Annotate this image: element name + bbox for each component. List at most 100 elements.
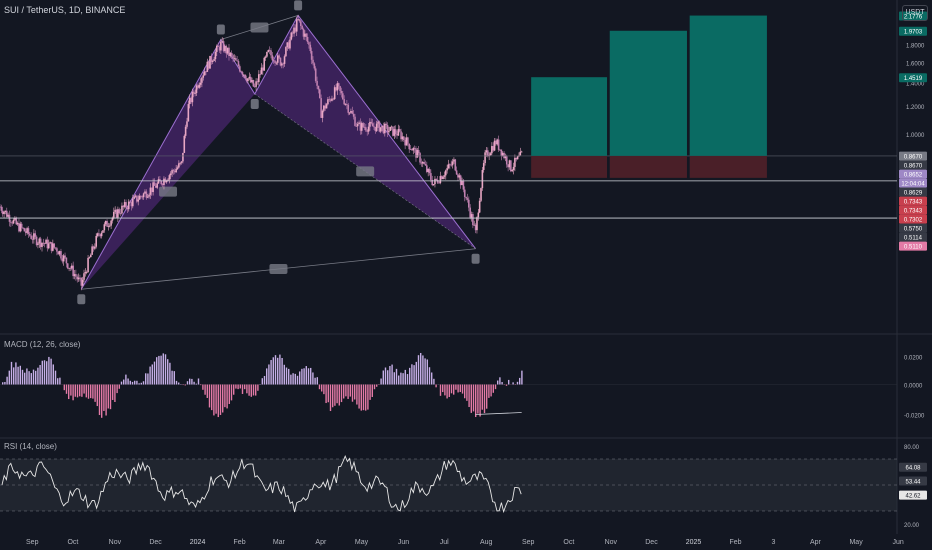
candle-body xyxy=(60,251,62,259)
rsi-label-bg xyxy=(899,490,927,500)
candle-body xyxy=(366,130,369,132)
macd-bar xyxy=(312,372,314,385)
macd-bar xyxy=(107,384,109,409)
candle-body xyxy=(481,169,484,189)
candle-body xyxy=(507,164,509,168)
macd-bar xyxy=(413,365,415,385)
rsi-label: 64.08 xyxy=(905,465,921,471)
candle-body xyxy=(43,243,46,245)
macd-bar xyxy=(178,382,180,385)
candle-body xyxy=(324,105,326,109)
candle-body xyxy=(18,222,20,232)
x-tick-label: Dec xyxy=(149,539,162,546)
price-label-bg xyxy=(899,205,927,215)
macd-bar xyxy=(283,364,285,385)
macd-bar xyxy=(74,384,76,397)
macd-bar xyxy=(239,384,241,389)
macd-bar xyxy=(508,379,510,385)
candle-body xyxy=(336,83,339,91)
candle-body xyxy=(121,205,123,214)
macd-bar xyxy=(160,355,162,385)
x-tick-label: 2024 xyxy=(190,539,206,546)
macd-bar xyxy=(103,384,105,411)
price-label-bg xyxy=(899,73,927,83)
pattern-point-marker xyxy=(294,0,303,11)
candle-body xyxy=(310,51,313,60)
candle-body xyxy=(33,233,35,240)
candle-body xyxy=(500,149,503,156)
macd-bar xyxy=(479,384,481,417)
macd-bar xyxy=(2,382,4,385)
pattern-point-marker xyxy=(77,294,86,305)
candle-body xyxy=(428,168,431,174)
candle-body xyxy=(71,265,73,269)
macd-bar xyxy=(420,352,422,385)
macd-bar xyxy=(21,369,24,385)
candle-body xyxy=(444,170,447,176)
macd-bar xyxy=(382,370,384,385)
stop-box xyxy=(531,155,608,178)
candle-body xyxy=(232,55,234,59)
currency-button[interactable]: USDT xyxy=(902,5,928,21)
candle-body xyxy=(218,46,221,51)
candle-body xyxy=(249,76,252,83)
candle-body xyxy=(396,134,398,136)
macd-bar xyxy=(263,375,266,385)
candle-body xyxy=(325,104,328,109)
price-label-bg xyxy=(899,214,927,224)
candle-body xyxy=(335,87,337,91)
price-axis-tick: 1.8000 xyxy=(906,44,925,50)
candle-body xyxy=(401,136,404,140)
macd-axis-tick: -0.0200 xyxy=(904,414,925,420)
candle-body xyxy=(492,146,495,151)
candle-body xyxy=(404,139,406,146)
candle-body xyxy=(344,104,347,105)
macd-bar xyxy=(19,365,21,385)
candle-body xyxy=(153,182,156,186)
candle-body xyxy=(281,63,283,66)
candle-body xyxy=(11,222,13,224)
candle-body xyxy=(454,159,457,171)
candle-body xyxy=(215,45,218,52)
candle-body xyxy=(182,152,184,162)
macd-bar xyxy=(424,358,426,385)
x-tick-label: 2025 xyxy=(686,539,702,546)
macd-bar xyxy=(92,384,94,399)
candle-body xyxy=(172,170,175,172)
candle-body xyxy=(267,50,270,52)
candle-body xyxy=(30,235,32,239)
macd-bar xyxy=(127,378,129,385)
candle-body xyxy=(5,210,8,217)
candle-body xyxy=(159,179,161,181)
candle-body xyxy=(321,110,324,118)
macd-bar xyxy=(151,364,153,385)
macd-bar xyxy=(213,384,215,416)
price-label-bg xyxy=(899,11,927,21)
candle-body xyxy=(61,258,64,262)
x-tick-label: May xyxy=(355,539,369,546)
price-axis-tick: 1.2000 xyxy=(906,105,925,111)
macd-bar xyxy=(217,384,219,418)
macd-bar xyxy=(241,384,244,394)
macd-bar xyxy=(266,368,268,385)
candle-body xyxy=(478,200,481,213)
candle-body xyxy=(253,86,256,88)
macd-bar xyxy=(349,384,351,397)
candle-body xyxy=(318,89,321,99)
candle-body xyxy=(110,220,112,226)
target-box xyxy=(609,30,687,156)
candle-body xyxy=(375,123,378,132)
price-label: 0.7343 xyxy=(904,199,923,205)
macd-bar xyxy=(237,384,239,390)
macd-bar xyxy=(81,384,83,397)
candle-body xyxy=(20,223,23,228)
x-tick-label: Oct xyxy=(563,539,574,546)
candle-body xyxy=(312,59,314,64)
candle-body xyxy=(237,61,240,67)
candle-body xyxy=(337,83,340,87)
macd-bar xyxy=(409,367,411,385)
candle-body xyxy=(244,74,247,79)
candle-body xyxy=(389,126,392,131)
macd-bar xyxy=(87,384,90,399)
